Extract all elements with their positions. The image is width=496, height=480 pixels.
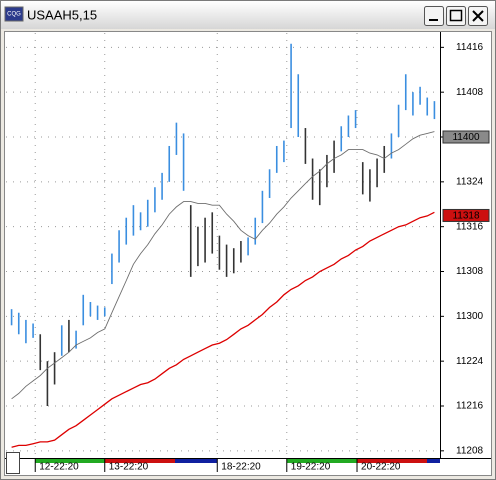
y-tick-label: 11224	[456, 356, 484, 367]
x-tick-label: 12-22:20	[39, 462, 79, 473]
minimize-button[interactable]	[424, 6, 444, 26]
x-tick-label: 13-22:20	[109, 462, 149, 473]
price-marker	[442, 208, 490, 222]
y-tick-label: 11316	[456, 221, 484, 232]
title-bar	[1, 1, 495, 29]
price-marker-label: 11318	[452, 211, 480, 222]
moving-average-line	[11, 131, 435, 400]
y-tick-label: 11308	[456, 266, 484, 277]
y-tick-label: 11416	[456, 42, 484, 53]
moving-average-line	[11, 211, 435, 448]
scroll-box[interactable]	[6, 452, 20, 474]
price-marker-label: 11400	[452, 132, 480, 143]
maximize-button[interactable]	[446, 6, 466, 26]
y-tick-label: 11324	[456, 176, 484, 187]
y-tick-label: 11408	[456, 87, 484, 98]
app-icon-glyph: CQG	[7, 12, 21, 18]
x-tick-label: 20-22:20	[361, 462, 401, 473]
close-button[interactable]	[468, 6, 488, 26]
x-tick-label: 19-22:20	[291, 462, 331, 473]
window-title: USAAH5,15	[27, 7, 97, 22]
y-tick-label: 11216	[456, 401, 484, 412]
y-tick-label: 11300	[456, 311, 484, 322]
price-marker	[442, 130, 490, 144]
y-tick-label: 11208	[456, 445, 484, 456]
app-icon	[4, 6, 24, 22]
x-tick-label: 18-22:20	[221, 462, 261, 473]
session-strip	[35, 459, 440, 463]
